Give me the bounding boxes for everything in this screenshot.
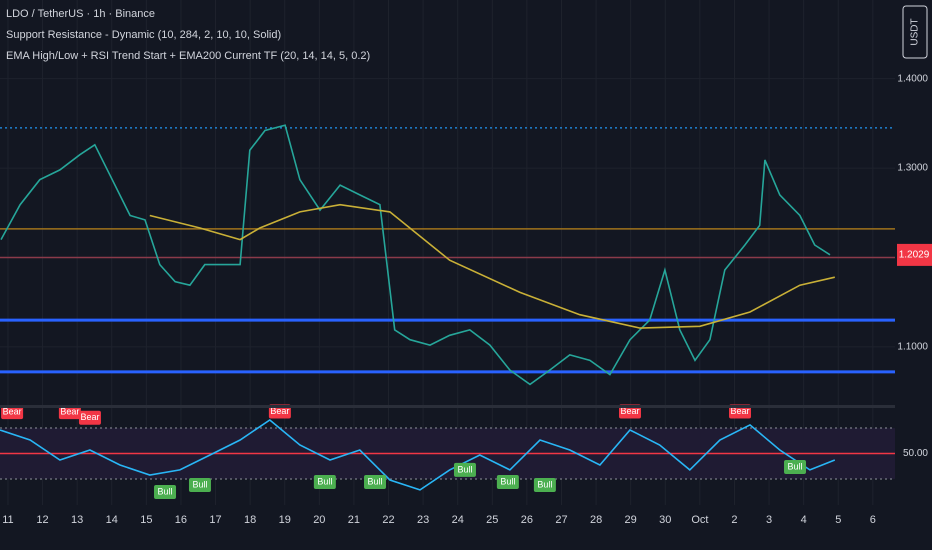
x-tick-label: 3: [766, 514, 772, 526]
signal-box: [453, 462, 476, 477]
x-tick-label: 20: [313, 514, 325, 526]
signal-label: Bear: [80, 412, 99, 422]
signal-label: Bull: [158, 486, 173, 496]
x-tick-label: 30: [659, 514, 671, 526]
signal-label: Bear: [270, 406, 289, 416]
x-tick-label: 15: [140, 514, 152, 526]
signal-label: Bull: [317, 476, 332, 486]
x-tick-label: 22: [382, 514, 394, 526]
axes: 11 12 13 14 15 16 17 18 19 20 21 22 23 24 25 26 27 28 29 30…: [2, 73, 932, 526]
signal-box: [58, 405, 81, 420]
x-tick-label: 16: [175, 514, 187, 526]
symbol-title: LDO / TetherUS · 1h · Binance: [6, 8, 155, 20]
signal-label: Bull: [788, 461, 803, 471]
x-tick-label: 19: [279, 514, 291, 526]
signal-label: Bull: [537, 479, 552, 489]
signal-label: Bear: [620, 406, 639, 416]
signal-label: Bull: [368, 476, 383, 486]
x-tick-label: 4: [801, 514, 807, 526]
x-tick-label: 6: [870, 514, 876, 526]
indicator-label: Support Resistance - Dynamic (10, 284, 2…: [6, 29, 281, 41]
x-tick-label: Oct: [691, 514, 708, 526]
indicator-label: EMA High/Low + RSI Trend Start + EMA200 …: [6, 50, 370, 62]
x-tick-label: 18: [244, 514, 256, 526]
signal-label: Bear: [3, 406, 22, 416]
y-tick-label: 50.00: [903, 448, 928, 459]
y-tick-label: 1.1000: [897, 342, 928, 353]
x-tick-label: 2: [731, 514, 737, 526]
x-tick-label: 27: [555, 514, 567, 526]
signal-box: [364, 475, 387, 490]
signal-label: Bear: [60, 406, 79, 416]
x-tick-label: 14: [106, 514, 118, 526]
signal-label: Bull: [457, 464, 472, 474]
currency-button[interactable]: [902, 5, 928, 59]
signal-box: [1, 405, 24, 420]
pane-separator: [0, 405, 932, 408]
last-price-box: [897, 243, 932, 266]
signal-box: [784, 459, 807, 474]
x-tick-label: 28: [590, 514, 602, 526]
x-tick-label: 5: [835, 514, 841, 526]
x-tick-label: 24: [452, 514, 464, 526]
signal-label: Bear: [731, 406, 750, 416]
x-tick-label: 26: [521, 514, 533, 526]
signal-label: Bull: [500, 476, 515, 486]
series-line: [0, 419, 836, 491]
signal-box: [496, 475, 519, 490]
x-tick-label: 29: [625, 514, 637, 526]
x-tick-label: 17: [209, 514, 221, 526]
x-tick-label: 25: [486, 514, 498, 526]
currency-label[interactable]: USDT: [910, 18, 921, 45]
signal-box: [313, 475, 336, 490]
last-price-label: 1.2029: [899, 250, 930, 261]
signal-label: Bull: [192, 479, 207, 489]
x-tick-label: 23: [417, 514, 429, 526]
y-tick-label: 1.3000: [897, 163, 928, 174]
x-tick-label: 13: [71, 514, 83, 526]
series-line: [0, 124, 831, 386]
x-tick-label: 21: [348, 514, 360, 526]
signal-box: [533, 477, 556, 492]
x-tick-label: 11: [2, 514, 13, 526]
price-axis: [895, 0, 932, 550]
signal-box: [188, 477, 211, 492]
signal-box: [78, 410, 101, 425]
signal-box: [154, 484, 177, 499]
x-tick-label: 12: [36, 514, 48, 526]
y-tick-label: 1.4000: [897, 73, 928, 84]
series-line: [149, 203, 835, 329]
